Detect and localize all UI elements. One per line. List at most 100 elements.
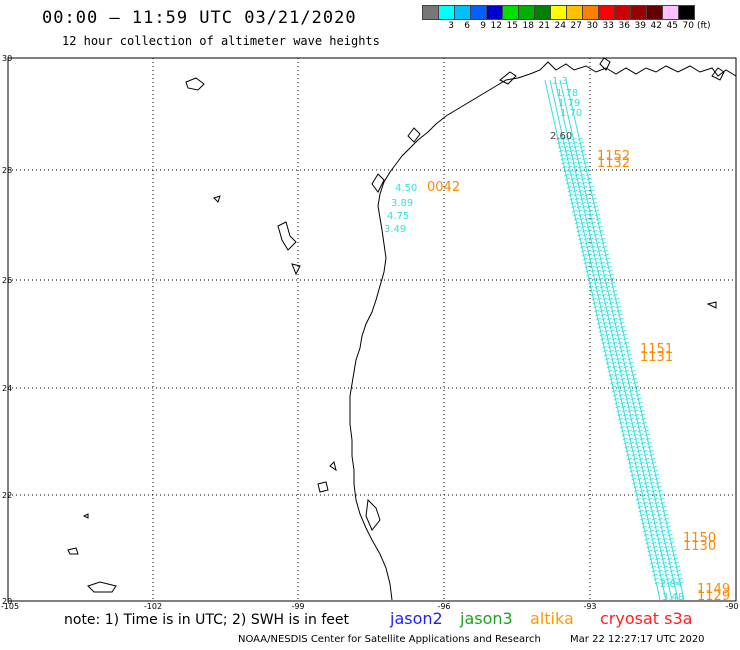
track-value-mark xyxy=(601,341,607,345)
track-value-mark xyxy=(654,553,660,557)
track-value-mark xyxy=(611,361,617,365)
track-value-mark xyxy=(593,305,599,309)
track-value-mark xyxy=(648,553,654,557)
lon-label-102: -102 xyxy=(144,602,162,611)
coast-bay-1 xyxy=(499,71,517,85)
lat-label-26: 26 xyxy=(2,276,12,285)
track-value-mark xyxy=(617,413,623,417)
track-value-mark xyxy=(576,157,582,161)
track-value-mark xyxy=(630,473,636,477)
track-value-mark xyxy=(649,557,655,561)
track-value-mark xyxy=(650,513,657,517)
track-value-mark xyxy=(598,257,604,261)
track-value-mark xyxy=(642,425,649,429)
track-value-mark xyxy=(625,449,631,453)
scale-label: 24 xyxy=(554,21,566,31)
track-value-mark xyxy=(641,421,648,425)
track-value-mark xyxy=(587,277,593,281)
track-value-mark xyxy=(599,333,605,337)
track-value-mark xyxy=(590,221,596,225)
track-value-mark xyxy=(615,333,622,337)
track-value-mark xyxy=(591,225,597,229)
track-value-mark xyxy=(582,257,588,261)
track-value-mark xyxy=(618,345,624,349)
track-value-mark xyxy=(613,321,619,325)
pass-times: 0042 1152 1132 1151 1131 1150 1130 1149 … xyxy=(427,149,730,604)
track-value-mark xyxy=(623,365,629,369)
track-value-mark xyxy=(652,521,659,525)
track-value-mark xyxy=(575,201,581,205)
scale-label: 15 xyxy=(506,21,518,31)
track-value-mark xyxy=(589,289,596,293)
track-value-mark xyxy=(634,441,641,445)
track-value-mark xyxy=(605,285,611,289)
track-value-mark xyxy=(660,557,667,561)
track-value-mark xyxy=(635,445,641,449)
pass-time-label: 1130 xyxy=(683,539,716,554)
track-value-mark xyxy=(661,509,668,513)
track-value-mark xyxy=(621,329,627,333)
track-value-mark xyxy=(596,269,602,273)
track-value-mark xyxy=(633,385,640,389)
track-value-mark xyxy=(613,297,620,301)
track-value-mark xyxy=(633,485,639,489)
track-value-mark xyxy=(664,521,670,525)
pass-time-label: 1149 xyxy=(697,582,730,597)
nearshore-swh-value: 4.75 xyxy=(387,211,409,222)
track-value-mark xyxy=(648,449,654,453)
track-value-mark xyxy=(625,425,631,429)
track-value-mark xyxy=(629,441,635,445)
track-value-mark xyxy=(659,497,665,501)
track-value-mark xyxy=(569,173,575,177)
track-value-mark xyxy=(651,541,657,545)
track-value-mark xyxy=(577,185,583,189)
track-value-mark xyxy=(618,369,624,373)
track-value-mark xyxy=(576,205,582,209)
track-value-mark xyxy=(590,269,596,273)
track-value-mark xyxy=(579,145,585,149)
track-value-mark xyxy=(640,517,646,521)
track-value-mark xyxy=(582,161,589,165)
track-value-mark xyxy=(607,269,613,273)
track-value-mark xyxy=(605,261,611,265)
track-value-mark xyxy=(657,517,663,521)
track-value-mark xyxy=(575,225,581,229)
track-value-mark xyxy=(639,409,645,413)
track-value-mark xyxy=(584,169,591,173)
scale-label: 12 xyxy=(490,21,502,31)
track-value-mark xyxy=(599,285,605,289)
track-value-mark xyxy=(600,289,606,293)
track-value-mark xyxy=(637,505,643,509)
track-value-mark xyxy=(638,405,644,409)
track-value-mark xyxy=(611,313,617,317)
track-value-mark xyxy=(614,401,620,405)
track-value-mark xyxy=(579,241,585,245)
track-value-mark xyxy=(584,265,590,269)
track-value-mark xyxy=(600,265,606,269)
lat-label-28: 28 xyxy=(2,166,12,175)
track-value-mark xyxy=(637,429,644,433)
track-value-mark xyxy=(662,537,668,541)
track-value-mark xyxy=(593,257,599,261)
lon-label-90: -90 xyxy=(725,602,738,611)
track-value-mark xyxy=(596,297,603,301)
track-value-mark xyxy=(570,157,577,161)
track-value-mark xyxy=(563,145,569,149)
track-value-mark xyxy=(594,237,600,241)
track-value-mark xyxy=(586,205,593,209)
track-value-mark xyxy=(564,173,570,177)
track-value-mark xyxy=(595,245,602,249)
track-value-mark xyxy=(565,157,571,161)
track-value-mark xyxy=(653,497,659,501)
track-value-mark xyxy=(603,349,609,353)
track-value-mark xyxy=(594,285,600,289)
track-value-mark xyxy=(633,461,639,465)
track-value-mark xyxy=(603,301,609,305)
track-value-mark xyxy=(615,405,621,409)
track-value-mark xyxy=(572,189,579,193)
track-value-mark xyxy=(601,269,607,273)
track-value-mark xyxy=(595,317,602,321)
track-swh-values: 1.3 1.78 1.79 1.70 2.60 2.84 3.48 xyxy=(550,76,684,603)
altimeter-tracks xyxy=(544,79,685,601)
track-value-mark xyxy=(646,441,652,445)
